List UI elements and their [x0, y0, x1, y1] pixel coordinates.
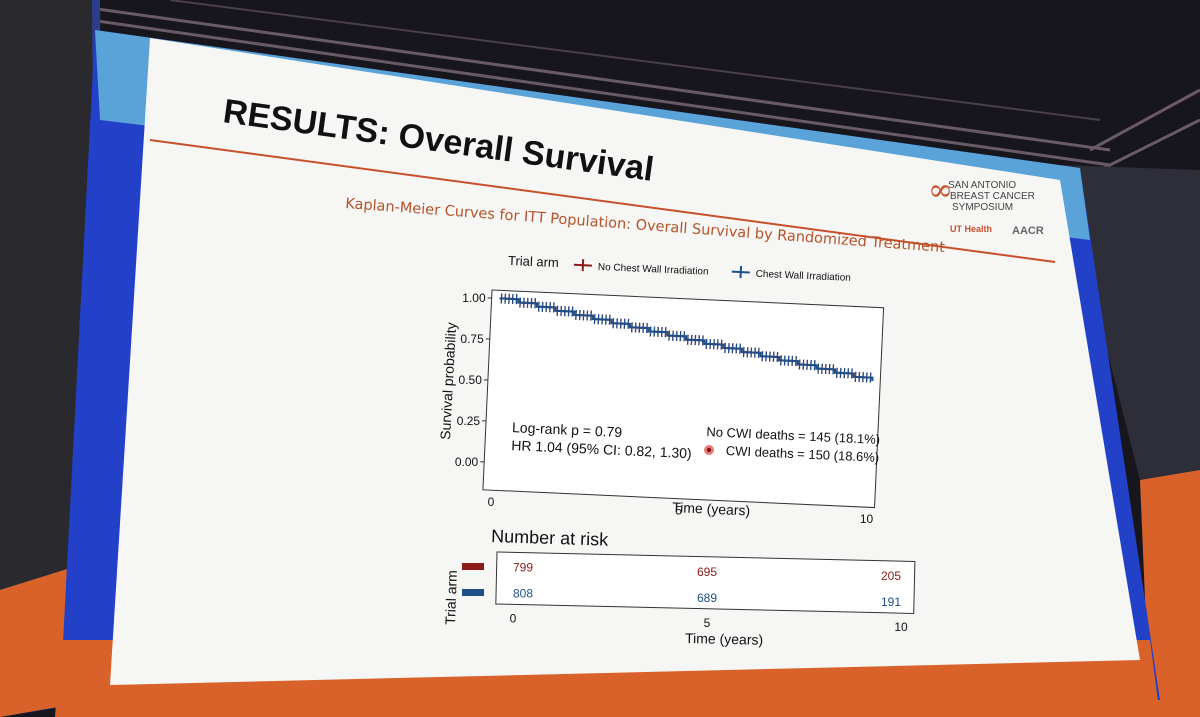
logrank-text: Log-rank p = 0.79 [512, 419, 623, 440]
x-tick-label: 5 [675, 504, 682, 518]
logo-uthealth: UT Health [950, 224, 992, 234]
y-axis-ticks: 0.00 0.25 0.50 0.75 1.00 [455, 291, 492, 469]
logo-text-line3: SYMPOSIUM [952, 202, 1013, 213]
y-tick-label: 0.75 [460, 332, 484, 346]
risk-cell-value: 689 [697, 591, 717, 605]
legend: Trial arm No Chest Wall Irradiation Ches… [508, 253, 851, 284]
x-tick-label: 10 [860, 512, 874, 526]
legend-title: Trial arm [508, 253, 559, 270]
deaths-cwi-text: CWI deaths = 150 (18.6%) [725, 443, 879, 465]
chart-subtitle: Kaplan-Meier Curves for ITT Population: … [345, 196, 946, 256]
x-axis-label: Time (years) [672, 499, 751, 519]
km-curves [499, 293, 874, 383]
risk-table: Number at risk Trial arm 799 695 205 808 689… [442, 526, 916, 648]
risk-cell-value: 695 [697, 565, 717, 579]
title-divider [149, 139, 1056, 263]
legend-label-cwi: Chest Wall Irradiation [755, 269, 851, 284]
x-tick-label: 0 [488, 495, 495, 509]
risk-table-panel [495, 551, 916, 614]
slide-title: RESULTS: Overall Survival [221, 92, 656, 189]
risk-row-swatch-cwi [462, 589, 484, 596]
plot-panel [482, 289, 885, 509]
legend-label-nocwi: No Chest Wall Irradiation [598, 262, 709, 278]
logo-text-line1: SAN ANTONIO [948, 180, 1016, 191]
right-side-panel [1060, 165, 1200, 717]
ribbon-icon: ∞ [928, 173, 953, 208]
risk-table-xlabel: Time (years) [685, 630, 763, 648]
y-tick-label: 1.00 [462, 291, 486, 305]
risk-row-swatch-nocwi [462, 563, 484, 570]
legend-tick-nocwi [581, 259, 585, 272]
risk-cell-value: 808 [513, 586, 533, 600]
km-line-cwi [499, 297, 874, 381]
risk-cell-value: 191 [881, 595, 901, 609]
ceiling-truss [89, 0, 1200, 197]
y-tick-label: 0.00 [455, 455, 479, 469]
km-plot: 0.00 0.25 0.50 0.75 1.00 0 5 10 Survival proba… [437, 289, 885, 526]
risk-x-tick-label: 0 [510, 611, 517, 625]
risk-table-title: Number at risk [491, 526, 610, 550]
sabcs-logo: ∞ SAN ANTONIO BREAST CANCER SYMPOSIUM UT… [928, 173, 1044, 237]
y-tick-label: 0.50 [459, 373, 483, 387]
risk-cell-value: 799 [513, 560, 533, 574]
legend-tick-cwi [739, 266, 743, 279]
risk-cell-value: 205 [881, 569, 901, 583]
y-axis-label: Survival probability [437, 322, 459, 440]
laser-pointer-core [707, 448, 711, 452]
risk-x-tick-label: 5 [704, 616, 711, 630]
risk-x-ticks: 0 5 10 [510, 611, 908, 634]
risk-table-ylabel: Trial arm [442, 570, 460, 625]
logo-aacr: AACR [1012, 225, 1044, 237]
y-tick-label: 0.25 [457, 414, 481, 428]
logo-text-line2: BREAST CANCER [950, 191, 1035, 202]
risk-x-tick-label: 10 [894, 620, 908, 634]
x-axis-ticks: 0 5 10 [488, 495, 874, 526]
risk-cells: 799 695 205 808 689 191 [513, 560, 901, 609]
